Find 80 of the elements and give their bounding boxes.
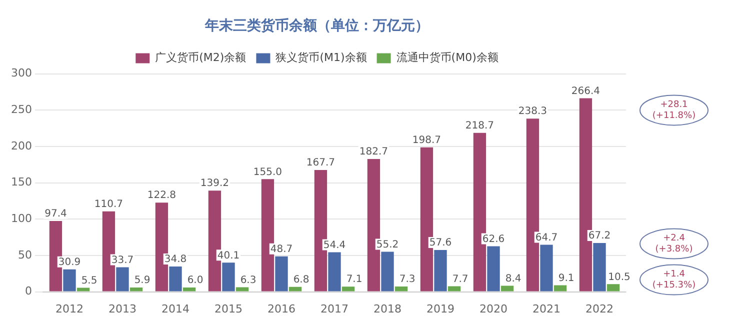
data-label: 54.4: [323, 240, 346, 251]
x-tick-label: 2022: [586, 302, 614, 316]
bar: [381, 252, 394, 292]
data-label: 10.5: [608, 272, 630, 283]
data-label: 7.3: [399, 274, 416, 286]
y-tick-label: 150: [10, 176, 32, 189]
data-label: 62.6: [482, 234, 505, 245]
data-label: 30.9: [58, 256, 81, 268]
x-tick-label: 2019: [426, 302, 454, 316]
data-label: 167.7: [306, 158, 336, 169]
x-tick-label: 2013: [108, 302, 136, 316]
data-label: 110.7: [94, 198, 124, 210]
data-label: 40.1: [217, 250, 240, 262]
data-label: 6.0: [187, 275, 204, 286]
data-label: 182.7: [359, 146, 388, 158]
bar: [487, 246, 500, 292]
data-label: 48.7: [270, 244, 293, 256]
x-tick-label: 2015: [214, 302, 242, 316]
legend-label: 广义货币(M2)余额: [155, 51, 246, 64]
data-label: 6.8: [293, 274, 310, 286]
bar: [342, 286, 355, 292]
data-label: 7.1: [346, 274, 362, 286]
data-label: 9.1: [558, 272, 574, 284]
data-label: 64.7: [535, 232, 558, 244]
bar: [130, 288, 143, 292]
x-tick-label: 2018: [374, 302, 402, 316]
data-label: 57.6: [429, 238, 452, 249]
data-label: 55.2: [376, 239, 399, 250]
x-tick-label: 2016: [267, 302, 296, 316]
bar: [394, 286, 408, 292]
bar: [76, 288, 90, 292]
data-label: 8.4: [505, 273, 522, 284]
legend-label: 狭义货币(M1)余额: [276, 51, 367, 64]
bar: [500, 286, 514, 292]
text: +2.4 (+3.8%): [655, 234, 693, 255]
data-label: 198.7: [412, 135, 442, 146]
data-label: 33.7: [111, 254, 134, 266]
bar: [63, 269, 76, 292]
y-tick-label: 250: [10, 102, 32, 116]
bar: [593, 242, 606, 292]
data-label: 5.5: [81, 275, 98, 286]
y-tick-label: 0: [24, 284, 32, 298]
data-label: 139.2: [200, 178, 230, 190]
chart-title: 年末三类货币余额（单位：万亿元）: [204, 17, 429, 34]
legend-label: 流通中货币(M0)余额: [396, 51, 498, 64]
bar: [275, 256, 288, 292]
data-label: 34.8: [164, 254, 187, 266]
text: +28.1 (+11.8%): [652, 100, 696, 122]
bar: [169, 266, 182, 292]
bar: [434, 250, 447, 292]
x-tick-label: 2021: [532, 302, 560, 316]
data-label: 266.4: [571, 86, 600, 97]
x-tick-label: 2012: [55, 302, 84, 316]
data-label: 5.9: [134, 275, 150, 286]
bar: [328, 252, 341, 292]
bar: [236, 287, 249, 292]
x-tick-label: 2017: [320, 302, 348, 316]
bar: [448, 286, 461, 292]
y-tick-label: 50: [18, 248, 32, 262]
data-label: 7.7: [452, 274, 468, 285]
x-tick-label: 2020: [480, 302, 508, 316]
y-tick-label: 100: [10, 212, 32, 225]
bar: [116, 267, 129, 292]
bar: [540, 244, 553, 292]
data-label: 97.4: [44, 208, 67, 220]
data-label: 238.3: [518, 106, 548, 118]
data-label: 218.7: [465, 120, 494, 132]
bar: [288, 286, 302, 292]
data-label: 6.3: [240, 274, 256, 286]
bar: [554, 285, 567, 292]
text: +1.4 (+15.3%): [652, 270, 696, 291]
y-tick-label: 200: [10, 139, 32, 152]
y-tick-label: 300: [10, 66, 32, 80]
x-tick-label: 2014: [161, 302, 190, 316]
bar: [182, 287, 196, 292]
data-label: 67.2: [588, 230, 611, 242]
bar: [222, 262, 235, 292]
bar: [606, 284, 620, 292]
data-label: 155.0: [253, 166, 282, 178]
data-label: 122.8: [147, 190, 176, 202]
